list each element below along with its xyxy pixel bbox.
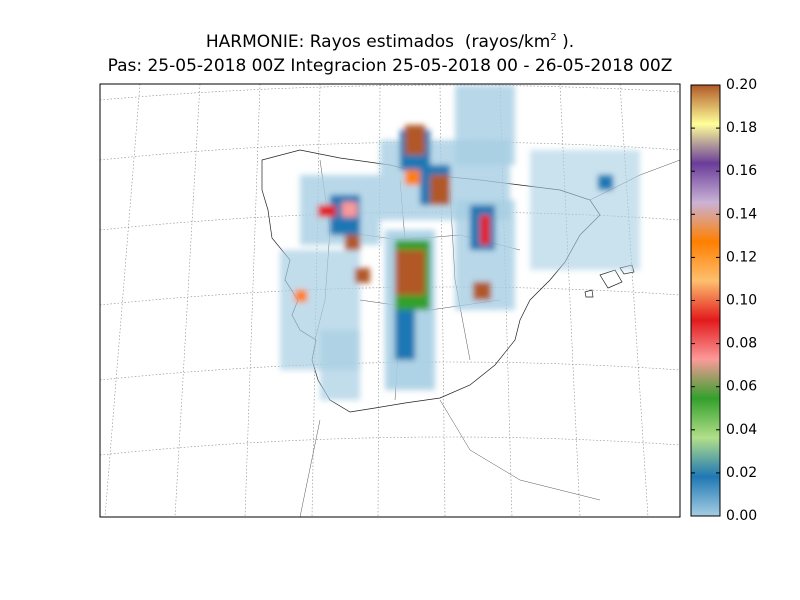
colorbar-tick-label: 0.16	[726, 163, 757, 179]
colorbar-ticks: 0.00 0.02 0.04 0.06 0.08 0.10 0.12 0.14 0.16 0.18…	[691, 77, 757, 524]
map	[100, 84, 680, 517]
title: HARMONIE: Rayos estimados (rayos/km2 ).	[206, 32, 574, 52]
colorbar-tick-label: 0.02	[726, 465, 757, 481]
colorbar-tick-label: 0.00	[726, 508, 757, 524]
colorbar	[690, 84, 721, 517]
colorbar-tick-label: 0.10	[726, 293, 757, 309]
colorbar-tick-label: 0.14	[726, 206, 757, 222]
colorbar-tick-label: 0.08	[726, 336, 757, 352]
colorbar-tick-label: 0.06	[726, 379, 757, 395]
title-main: HARMONIE: Rayos estimados (rayos/km	[206, 32, 550, 52]
lightning-field	[280, 85, 640, 400]
colorbar-tick-label: 0.20	[726, 77, 757, 93]
colorbar-tick-label: 0.12	[726, 249, 757, 265]
title-end: ).	[557, 32, 574, 52]
colorbar-tick-label: 0.04	[726, 422, 757, 438]
subtitle: Pas: 25-05-2018 00Z Integracion 25-05-20…	[108, 56, 673, 76]
colorbar-tick-label: 0.18	[726, 120, 757, 136]
map-frame	[99, 83, 681, 518]
title-superscript: 2	[550, 32, 556, 43]
